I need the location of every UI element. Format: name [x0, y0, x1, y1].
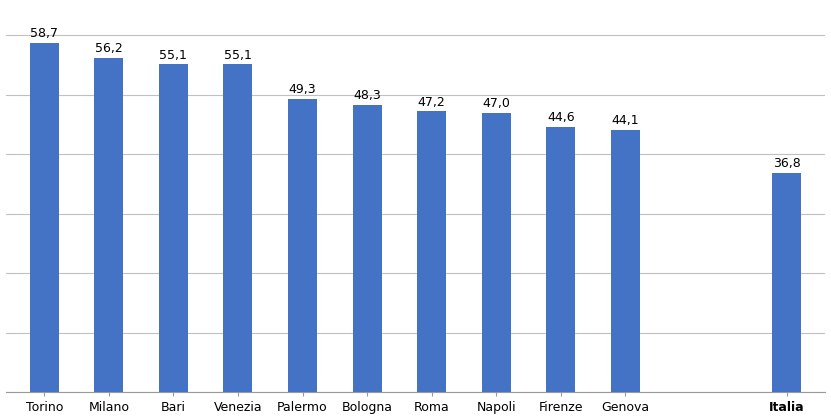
Bar — [546, 127, 575, 392]
Bar — [95, 58, 123, 392]
Text: 44,1: 44,1 — [612, 114, 639, 127]
Text: 47,0: 47,0 — [482, 97, 510, 110]
Text: 55,1: 55,1 — [224, 48, 252, 61]
Text: 44,6: 44,6 — [547, 111, 574, 124]
Bar — [611, 130, 640, 392]
Bar — [224, 65, 253, 392]
Bar — [417, 111, 446, 392]
Bar — [30, 43, 59, 392]
Text: 49,3: 49,3 — [288, 83, 317, 96]
Text: 48,3: 48,3 — [353, 89, 381, 102]
Text: 58,7: 58,7 — [30, 27, 58, 40]
Bar — [482, 113, 511, 392]
Text: 55,1: 55,1 — [160, 48, 187, 61]
Text: 56,2: 56,2 — [95, 42, 123, 55]
Text: 36,8: 36,8 — [773, 158, 800, 171]
Text: 47,2: 47,2 — [418, 95, 445, 108]
Bar — [159, 65, 188, 392]
Bar — [352, 105, 381, 392]
Bar — [772, 173, 801, 392]
Bar — [288, 99, 317, 392]
